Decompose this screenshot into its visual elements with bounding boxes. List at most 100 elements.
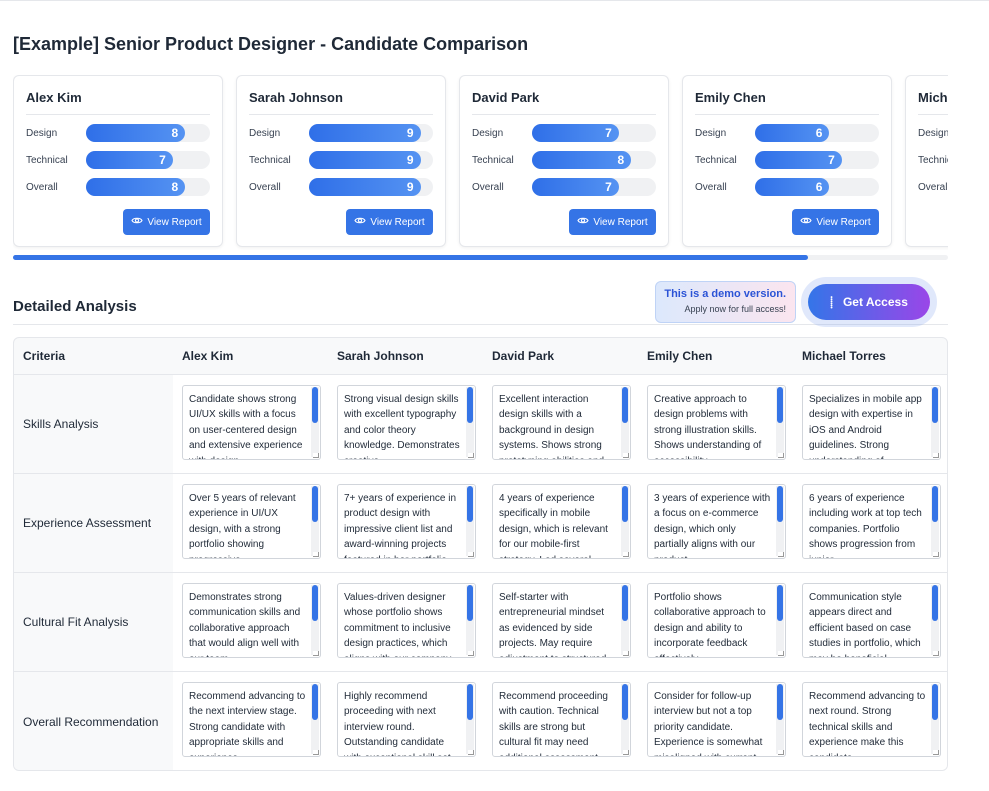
view-report-button[interactable]: View Report — [346, 209, 433, 235]
textarea-scrollbar[interactable] — [466, 585, 474, 655]
analysis-textarea[interactable]: Self-starter with entrepreneurial mindse… — [492, 583, 631, 658]
get-access-button[interactable]: ⸽ Get Access — [808, 284, 930, 320]
column-header: David Park — [492, 349, 555, 363]
analysis-textarea[interactable]: Demonstrates strong communication skills… — [182, 583, 321, 658]
resize-handle-icon[interactable] — [623, 552, 629, 557]
score-value: 8 — [86, 124, 186, 142]
analysis-text: Specializes in mobile app design with ex… — [809, 394, 922, 459]
score-label: Technical — [26, 154, 68, 166]
resize-handle-icon[interactable] — [468, 453, 474, 458]
resize-handle-icon[interactable] — [313, 453, 319, 458]
resize-handle-icon[interactable] — [933, 651, 939, 656]
textarea-scrollbar[interactable] — [621, 585, 629, 655]
score-row: Design 6 — [695, 124, 879, 142]
resize-handle-icon[interactable] — [933, 552, 939, 557]
view-report-button[interactable]: View Report — [123, 209, 210, 235]
score-bar: 6 — [755, 178, 879, 196]
candidate-card: Alex Kim Design 8 Technical 7 Overall 8 … — [13, 75, 223, 247]
analysis-textarea[interactable]: Communication style appears direct and e… — [802, 583, 941, 658]
analysis-textarea[interactable]: 6 years of experience including work at … — [802, 484, 941, 559]
view-report-label: View Report — [147, 216, 202, 228]
textarea-scrollbar[interactable] — [311, 684, 319, 754]
textarea-scrollbar[interactable] — [776, 486, 784, 556]
textarea-scrollbar[interactable] — [931, 684, 939, 754]
view-report-button[interactable]: View Report — [569, 209, 656, 235]
score-bar: 9 — [309, 151, 433, 169]
resize-handle-icon[interactable] — [623, 651, 629, 656]
textarea-scrollbar[interactable] — [776, 387, 784, 457]
analysis-textarea[interactable]: Excellent interaction design skills with… — [492, 385, 631, 460]
resize-handle-icon[interactable] — [313, 651, 319, 656]
score-row: Design — [918, 124, 948, 142]
analysis-textarea[interactable]: Recommend advancing to next round. Stron… — [802, 682, 941, 757]
analysis-textarea[interactable]: Specializes in mobile app design with ex… — [802, 385, 941, 460]
resize-handle-icon[interactable] — [468, 651, 474, 656]
textarea-scrollbar[interactable] — [466, 684, 474, 754]
analysis-text: Excellent interaction design skills with… — [499, 394, 604, 459]
analysis-textarea[interactable]: Strong visual design skills with excelle… — [337, 385, 476, 460]
resize-handle-icon[interactable] — [778, 750, 784, 755]
analysis-textarea[interactable]: Consider for follow-up interview but not… — [647, 682, 786, 757]
candidate-name: Emily Chen — [695, 90, 879, 115]
resize-handle-icon[interactable] — [313, 552, 319, 557]
eye-icon — [131, 216, 143, 228]
criterion-label: Skills Analysis — [14, 375, 173, 473]
analysis-textarea[interactable]: Over 5 years of relevant experience in U… — [182, 484, 321, 559]
textarea-scrollbar[interactable] — [621, 387, 629, 457]
resize-handle-icon[interactable] — [778, 552, 784, 557]
resize-handle-icon[interactable] — [468, 552, 474, 557]
resize-handle-icon[interactable] — [778, 651, 784, 656]
textarea-scrollbar[interactable] — [466, 486, 474, 556]
score-label: Design — [26, 127, 58, 139]
analysis-textarea[interactable]: 3 years of experience with a focus on e-… — [647, 484, 786, 559]
analysis-textarea[interactable]: Highly recommend proceeding with next in… — [337, 682, 476, 757]
analysis-textarea[interactable]: Recommend advancing to the next intervie… — [182, 682, 321, 757]
score-value: 9 — [309, 178, 421, 196]
textarea-scrollbar[interactable] — [621, 486, 629, 556]
criterion-label: Overall Recommendation — [14, 672, 173, 770]
resize-handle-icon[interactable] — [933, 453, 939, 458]
textarea-scrollbar[interactable] — [621, 684, 629, 754]
score-row: Design 8 — [26, 124, 210, 142]
score-row: Overall — [918, 178, 948, 196]
candidate-carousel[interactable]: Alex Kim Design 8 Technical 7 Overall 8 … — [13, 75, 948, 250]
resize-handle-icon[interactable] — [313, 750, 319, 755]
resize-handle-icon[interactable] — [468, 750, 474, 755]
resize-handle-icon[interactable] — [778, 453, 784, 458]
divider — [13, 324, 948, 325]
analysis-textarea[interactable]: Portfolio shows collaborative approach t… — [647, 583, 786, 658]
analysis-textarea[interactable]: Recommend proceeding with caution. Techn… — [492, 682, 631, 757]
analysis-text: Highly recommend proceeding with next in… — [344, 691, 451, 756]
textarea-scrollbar[interactable] — [311, 387, 319, 457]
score-value: 7 — [86, 151, 173, 169]
resize-handle-icon[interactable] — [933, 750, 939, 755]
score-row: Technical 8 — [472, 151, 656, 169]
candidate-name: David Park — [472, 90, 656, 115]
analysis-textarea[interactable]: Values-driven designer whose portfolio s… — [337, 583, 476, 658]
view-report-button[interactable]: View Report — [792, 209, 879, 235]
resize-handle-icon[interactable] — [623, 750, 629, 755]
textarea-scrollbar[interactable] — [776, 585, 784, 655]
score-value: 7 — [532, 178, 619, 196]
view-report-label: View Report — [816, 216, 871, 228]
resize-handle-icon[interactable] — [623, 453, 629, 458]
score-label: Design — [249, 127, 281, 139]
textarea-scrollbar[interactable] — [931, 585, 939, 655]
textarea-scrollbar[interactable] — [311, 486, 319, 556]
carousel-scrollbar[interactable] — [13, 255, 948, 260]
textarea-scrollbar[interactable] — [931, 387, 939, 457]
eye-icon — [577, 216, 589, 228]
textarea-scrollbar[interactable] — [776, 684, 784, 754]
score-label: Overall — [918, 181, 948, 193]
carousel-scroll-thumb[interactable] — [13, 255, 808, 260]
analysis-textarea[interactable]: 7+ years of experience in product design… — [337, 484, 476, 559]
analysis-textarea[interactable]: 4 years of experience specifically in mo… — [492, 484, 631, 559]
textarea-scrollbar[interactable] — [466, 387, 474, 457]
table-row: Overall Recommendation Recommend advancin… — [14, 672, 947, 770]
column-header: Sarah Johnson — [337, 349, 424, 363]
column-header: Alex Kim — [182, 349, 234, 363]
textarea-scrollbar[interactable] — [311, 585, 319, 655]
analysis-textarea[interactable]: Candidate shows strong UI/UX skills with… — [182, 385, 321, 460]
analysis-textarea[interactable]: Creative approach to design problems wit… — [647, 385, 786, 460]
textarea-scrollbar[interactable] — [931, 486, 939, 556]
